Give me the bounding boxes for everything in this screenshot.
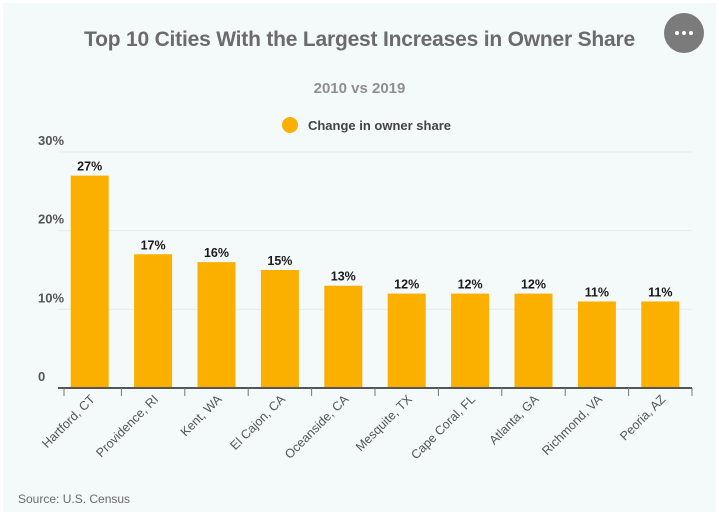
- x-tick-label: Cape Coral, FL: [408, 392, 478, 462]
- data-label: 27%: [77, 160, 102, 174]
- data-label: 12%: [458, 278, 483, 292]
- data-label: 13%: [331, 270, 356, 284]
- dot-icon: [682, 31, 686, 35]
- bar[interactable]: [577, 301, 616, 388]
- data-label: 11%: [585, 285, 609, 299]
- data-label: 12%: [394, 278, 419, 292]
- chart-card: [3, 3, 716, 512]
- bar[interactable]: [514, 293, 553, 388]
- x-tick-label: Hartford, CT: [39, 392, 98, 451]
- y-tick-label: 10%: [38, 290, 64, 305]
- data-label: 12%: [521, 278, 546, 292]
- bar[interactable]: [70, 175, 109, 388]
- x-tick-label: Mesquite, TX: [353, 392, 415, 454]
- legend-label[interactable]: Change in owner share: [307, 117, 452, 133]
- dot-icon: [675, 31, 679, 35]
- bar[interactable]: [197, 262, 236, 388]
- y-tick-label: 30%: [38, 133, 64, 148]
- dot-icon: [689, 31, 693, 35]
- legend: Change in owner share: [0, 117, 719, 133]
- chart-subtitle: 2010 vs 2019: [313, 80, 406, 97]
- legend-swatch-icon: [281, 117, 298, 133]
- x-tick-label: Atlanta, GA: [487, 392, 543, 448]
- chart-title: Top 10 Cities With the Largest Increases…: [84, 28, 635, 51]
- bar[interactable]: [387, 293, 426, 388]
- bar[interactable]: [324, 285, 363, 388]
- x-tick-label: Providence, RI: [93, 392, 161, 460]
- y-tick-label: 20%: [38, 212, 64, 227]
- source-note: Source: U.S. Census: [18, 492, 131, 506]
- more-options-button[interactable]: [664, 13, 704, 53]
- x-tick-label: Kent, WA: [178, 392, 225, 439]
- y-tick-label: 0: [38, 369, 45, 384]
- bar[interactable]: [134, 254, 173, 388]
- x-tick-label: Richmond, VA: [539, 392, 605, 458]
- data-label: 11%: [648, 285, 672, 299]
- x-tick-label: Peoria, AZ: [617, 392, 668, 443]
- bar[interactable]: [641, 301, 680, 388]
- data-label: 15%: [267, 254, 292, 268]
- x-tick-label: Oceanside, CA: [282, 392, 352, 462]
- bar[interactable]: [451, 293, 490, 388]
- data-label: 16%: [204, 246, 229, 260]
- bar[interactable]: [260, 270, 299, 388]
- data-label: 17%: [141, 238, 166, 252]
- x-tick-label: El Cajon, CA: [228, 392, 289, 453]
